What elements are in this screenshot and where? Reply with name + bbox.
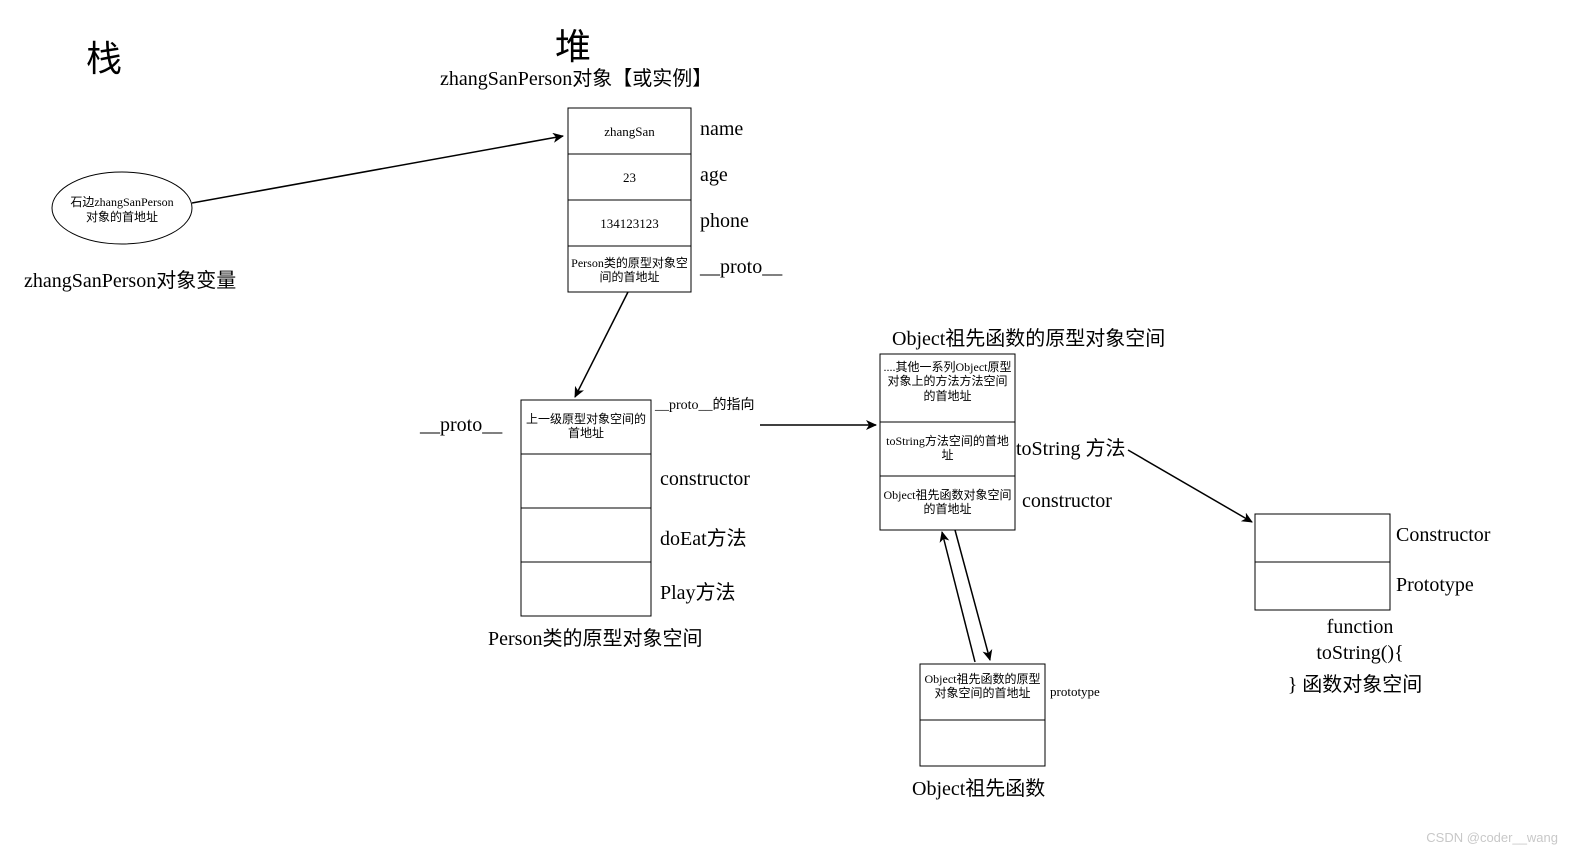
arrow-instance-to-personproto: [575, 292, 628, 397]
person-proto-r3-label: doEat方法: [660, 522, 747, 551]
object-func-r1: Object祖先函数的原型对象空间的首地址: [922, 672, 1043, 701]
person-proto-r2-label: constructor: [660, 468, 750, 491]
instance-r1-label: name: [700, 118, 743, 141]
arrow-objectproto-to-objectfunc: [955, 530, 990, 660]
person-proto-left-label: __proto__: [420, 414, 502, 437]
instance-r2-label: age: [700, 164, 728, 187]
instance-r3-label: phone: [700, 210, 749, 233]
stack-var-label: zhangSanPerson对象变量: [24, 264, 236, 293]
tostring-bottom2: toString(){: [1270, 642, 1450, 665]
tostring-r1: Constructor: [1396, 524, 1490, 547]
object-func-right: prototype: [1050, 684, 1100, 700]
diagram-svg: [0, 0, 1574, 853]
object-proto-r3-right: constructor: [1022, 490, 1112, 513]
object-proto-r2-right: toString 方法: [1016, 432, 1125, 461]
tostring-func-box: [1255, 514, 1390, 610]
instance-r4-label: __proto__: [700, 256, 782, 279]
tostring-bottom3: } 函数对象空间: [1255, 668, 1455, 697]
watermark: CSDN @coder__wang: [1426, 830, 1558, 845]
object-func-bottom: Object祖先函数: [912, 772, 1045, 801]
instance-r3-val: 134123123: [568, 216, 691, 232]
instance-r1-val: zhangSan: [568, 124, 691, 140]
object-proto-r2-val: toString方法空间的首地址: [882, 434, 1013, 463]
instance-title: zhangSanPerson对象【或实例】: [440, 62, 712, 91]
person-proto-r1-val: 上一级原型对象空间的首地址: [523, 412, 649, 441]
ellipse-line1: 石边zhangSanPerson: [60, 195, 184, 209]
object-proto-title: Object祖先函数的原型对象空间: [892, 322, 1165, 351]
arrow-stack-to-instance: [192, 136, 563, 203]
tostring-r2: Prototype: [1396, 574, 1474, 597]
instance-r4-val: Person类的原型对象空间的首地址: [570, 256, 689, 285]
object-proto-r1: ....其他一系列Object原型对象上的方法方法空间的首地址: [882, 360, 1013, 403]
stack-title: 栈: [86, 30, 122, 82]
object-proto-r3-val: Object祖先函数对象空间的首地址: [882, 488, 1013, 517]
person-proto-r1-right: __proto__的指向: [655, 398, 755, 415]
person-proto-bottom: Person类的原型对象空间: [488, 622, 702, 651]
tostring-bottom1: function: [1280, 616, 1440, 639]
arrow-objectfunc-to-objectproto: [942, 532, 975, 662]
ellipse-line2: 对象的首地址: [60, 210, 184, 224]
instance-r2-val: 23: [568, 170, 691, 186]
arrow-objectproto-to-tostring: [1128, 450, 1252, 522]
person-proto-r4-label: Play方法: [660, 576, 736, 605]
